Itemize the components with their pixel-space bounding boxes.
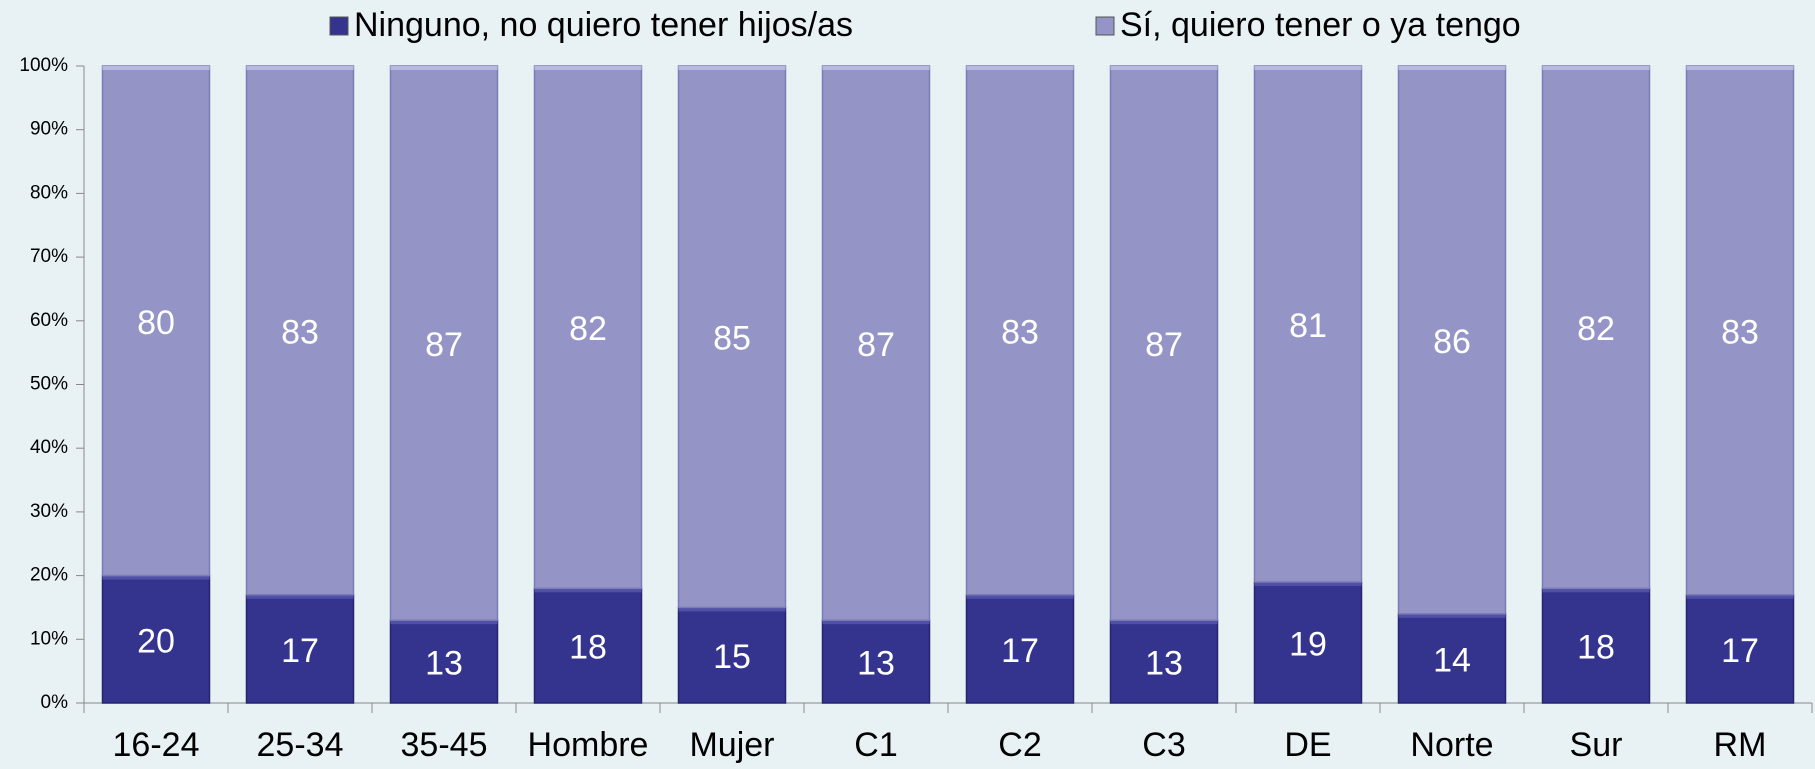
- bar-cap: [966, 66, 1074, 70]
- bar-segment: [965, 65, 1075, 596]
- bar-cap: [102, 575, 210, 580]
- data-label: 86: [1433, 323, 1471, 361]
- y-tick-label: 50%: [30, 374, 68, 395]
- bar-segment: [1253, 581, 1363, 704]
- bar-segment: [389, 65, 499, 621]
- data-label: 13: [425, 645, 463, 683]
- bar-cap: [678, 66, 786, 70]
- y-tick-label: 80%: [30, 182, 68, 203]
- data-label: 81: [1289, 307, 1327, 345]
- bar-cap: [678, 607, 786, 612]
- bar-segment: [1541, 65, 1651, 590]
- x-tick-label: Norte: [1410, 726, 1493, 764]
- y-tick-label: 60%: [30, 310, 68, 331]
- bar-segment: [245, 65, 355, 596]
- bar-cap: [534, 588, 642, 593]
- data-label: 87: [425, 326, 463, 364]
- x-tick-label: C1: [854, 726, 897, 764]
- bar-segment: [677, 606, 787, 704]
- y-tick-label: 90%: [30, 119, 68, 140]
- bar-cap: [390, 620, 498, 625]
- x-tick-label: DE: [1284, 726, 1331, 764]
- x-tick-label: C3: [1142, 726, 1185, 764]
- bar-segment: [101, 65, 211, 577]
- bar-cap: [246, 66, 354, 70]
- x-tick-label: 16-24: [113, 726, 200, 764]
- y-tick-label: 0%: [41, 692, 69, 713]
- bar-cap: [822, 66, 930, 70]
- bar-cap: [822, 620, 930, 625]
- bar-segment: [1541, 587, 1651, 704]
- legend-swatch: [329, 16, 349, 36]
- bar-segment: [1109, 619, 1219, 704]
- y-tick-label: 70%: [30, 246, 68, 267]
- legend-label: Sí, quiero tener o ya tengo: [1120, 6, 1521, 44]
- data-label: 15: [713, 638, 751, 676]
- bar-segment: [389, 619, 499, 704]
- bar-cap: [1542, 588, 1650, 593]
- x-tick-label: 35-45: [401, 726, 488, 764]
- data-label: 80: [137, 304, 175, 342]
- bar-cap: [1686, 66, 1794, 70]
- data-label: 82: [1577, 310, 1615, 348]
- bar-cap: [1254, 581, 1362, 586]
- bar-segment: [821, 65, 931, 621]
- bar-cap: [390, 66, 498, 70]
- data-label: 83: [281, 313, 319, 351]
- bar-segment: [965, 593, 1075, 704]
- data-label: 13: [857, 645, 895, 683]
- bar-cap: [246, 594, 354, 599]
- data-label: 17: [1001, 632, 1039, 670]
- bar-segment: [1685, 593, 1795, 704]
- data-label: 83: [1001, 313, 1039, 351]
- bar-segment: [1397, 65, 1507, 615]
- data-label: 87: [1145, 326, 1183, 364]
- bar-cap: [102, 66, 210, 70]
- data-label: 17: [281, 632, 319, 670]
- bar-cap: [1398, 66, 1506, 70]
- data-label: 18: [569, 629, 607, 667]
- bar-segment: [821, 619, 931, 704]
- bar-cap: [1686, 594, 1794, 599]
- data-label: 19: [1289, 625, 1327, 663]
- data-label: 83: [1721, 313, 1759, 351]
- y-tick-label: 10%: [30, 628, 68, 649]
- bar-segment: [533, 587, 643, 704]
- x-tick-label: C2: [998, 726, 1041, 764]
- y-tick-label: 100%: [19, 55, 68, 76]
- bar-cap: [534, 66, 642, 70]
- bar-cap: [1110, 620, 1218, 625]
- data-label: 20: [137, 622, 175, 660]
- y-tick-label: 20%: [30, 565, 68, 586]
- bar-segment: [1685, 65, 1795, 596]
- bar-segment: [677, 65, 787, 609]
- legend-label: Ninguno, no quiero tener hijos/as: [354, 6, 853, 44]
- x-tick-label: 25-34: [257, 726, 344, 764]
- data-label: 82: [569, 310, 607, 348]
- x-tick-label: Hombre: [528, 726, 649, 764]
- bar-cap: [1254, 66, 1362, 70]
- data-label: 18: [1577, 629, 1615, 667]
- bar-segment: [1109, 65, 1219, 621]
- bar-cap: [966, 594, 1074, 599]
- data-label: 87: [857, 326, 895, 364]
- x-tick-label: Mujer: [689, 726, 774, 764]
- bar-segment: [533, 65, 643, 590]
- y-tick-label: 30%: [30, 501, 68, 522]
- bar-segment: [101, 574, 211, 704]
- data-label: 85: [713, 320, 751, 358]
- bar-cap: [1110, 66, 1218, 70]
- bar-cap: [1398, 613, 1506, 618]
- data-label: 17: [1721, 632, 1759, 670]
- data-label: 14: [1433, 641, 1471, 679]
- bar-segment: [1253, 65, 1363, 583]
- x-tick-label: Sur: [1570, 726, 1623, 764]
- data-label: 13: [1145, 645, 1183, 683]
- x-tick-label: RM: [1714, 726, 1767, 764]
- legend-swatch: [1095, 16, 1115, 36]
- y-tick-label: 40%: [30, 437, 68, 458]
- bar-cap: [1542, 66, 1650, 70]
